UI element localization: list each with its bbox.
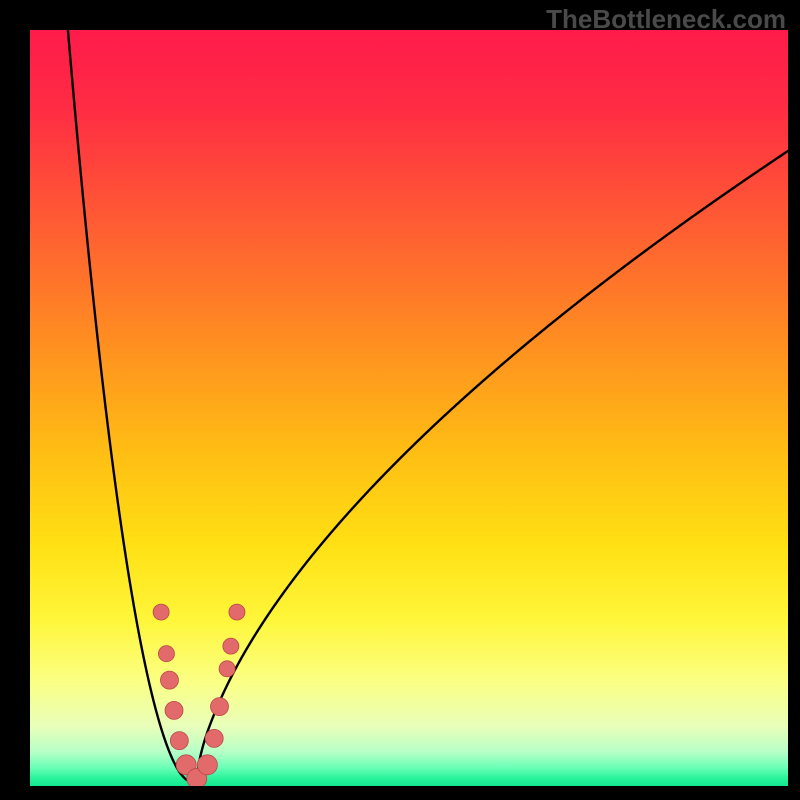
frame-edge (0, 0, 30, 800)
data-marker (219, 661, 235, 677)
data-marker (229, 604, 245, 620)
data-marker (211, 698, 229, 716)
frame-edge (0, 786, 800, 800)
data-marker (170, 732, 188, 750)
frame-edge (788, 0, 800, 800)
marker-group (153, 604, 245, 788)
data-marker (205, 729, 223, 747)
data-marker (223, 638, 239, 654)
data-marker (153, 604, 169, 620)
data-marker (158, 646, 174, 662)
data-marker (197, 755, 217, 775)
data-marker (165, 701, 183, 719)
chart-svg (0, 0, 800, 800)
data-marker (160, 671, 178, 689)
bottleneck-curve (68, 30, 788, 783)
watermark-text: TheBottleneck.com (546, 4, 786, 35)
